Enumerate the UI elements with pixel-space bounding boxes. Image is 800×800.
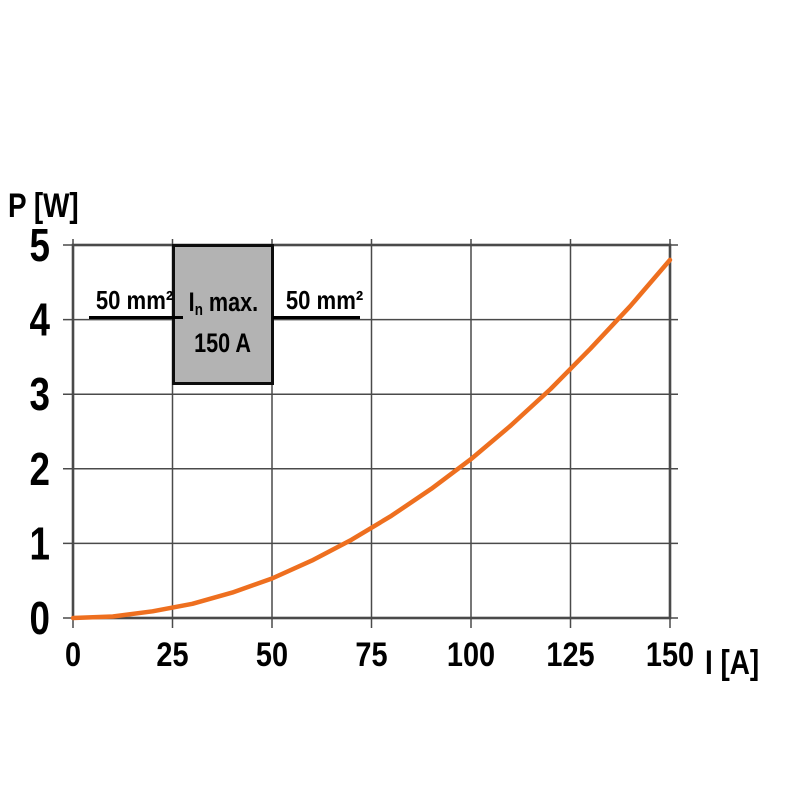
x-tick-label: 0 — [65, 635, 81, 674]
rating-subscript: n — [194, 299, 203, 319]
x-tick-label: 100 — [447, 635, 495, 674]
svg-text:0: 0 — [65, 635, 81, 674]
rating-box-line1: In max. — [175, 287, 271, 321]
right-wire-size-text: 50 mm² — [285, 285, 364, 315]
svg-text:125: 125 — [546, 635, 594, 674]
rating-annotation-box: In max. 150 A — [172, 244, 274, 385]
x-tick-label: 50 — [256, 635, 288, 674]
x-axis-label-text: I [A] — [705, 644, 760, 682]
x-tick-label: 125 — [546, 635, 594, 674]
svg-text:2: 2 — [30, 443, 50, 495]
rating-box-current: 150 A — [194, 328, 252, 358]
left-wire-size-label: 50 mm² — [89, 282, 183, 319]
svg-text:1: 1 — [30, 517, 50, 569]
right-wire-size-label: 50 mm² — [273, 282, 364, 319]
y-tick-label: 0 — [30, 592, 50, 644]
power-dissipation-curve — [70, 257, 673, 621]
y-tick-label: 2 — [30, 443, 50, 495]
left-wire-size-text: 50 mm² — [95, 285, 174, 315]
y-tick-label: 5 — [30, 219, 50, 271]
y-tick-label: 1 — [30, 517, 50, 569]
rating-symbol: I — [188, 287, 195, 317]
svg-text:5: 5 — [30, 219, 50, 271]
svg-text:100: 100 — [447, 635, 495, 674]
svg-text:75: 75 — [355, 635, 387, 674]
y-tick-label: 4 — [30, 294, 50, 346]
svg-text:4: 4 — [30, 294, 50, 346]
plot-frame — [71, 243, 672, 620]
y-axis-label-text: P [W] — [8, 187, 79, 225]
rating-suffix: max. — [202, 287, 258, 317]
svg-text:50: 50 — [256, 635, 288, 674]
x-tick-label: 75 — [355, 635, 387, 674]
x-tick-label: 150 — [646, 635, 694, 674]
svg-text:0: 0 — [30, 592, 50, 644]
svg-text:150: 150 — [646, 635, 694, 674]
x-axis-label: I [A] — [705, 646, 771, 680]
y-tick-label: 3 — [30, 368, 50, 420]
svg-text:3: 3 — [30, 368, 50, 420]
x-tick-label: 25 — [156, 635, 188, 674]
y-axis-label: P [W] — [8, 189, 94, 223]
svg-text:25: 25 — [156, 635, 188, 674]
